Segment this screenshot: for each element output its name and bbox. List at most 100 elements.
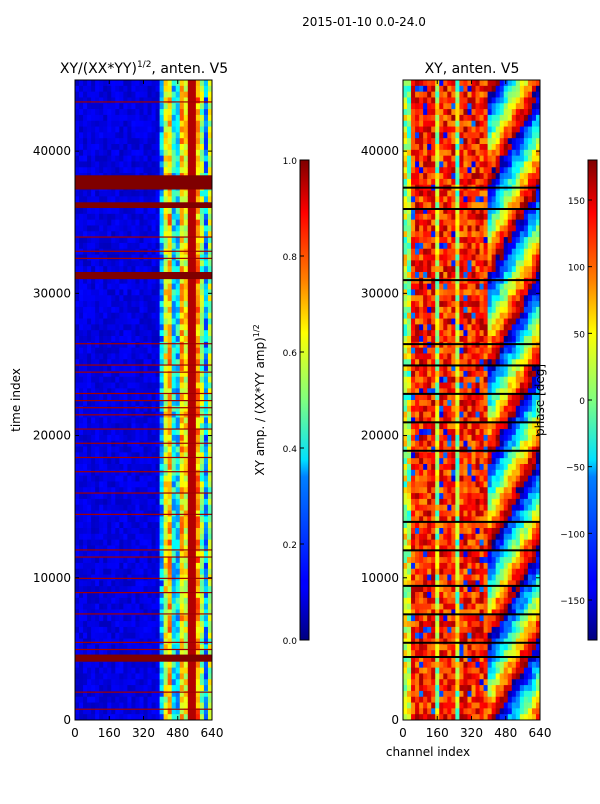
- amplitude-cell: [79, 365, 83, 371]
- phase-cell: [435, 499, 439, 505]
- amplitude-cell: [156, 458, 160, 464]
- amplitude-cell: [75, 191, 79, 197]
- amplitude-cell: [135, 80, 139, 86]
- amplitude-cell: [192, 307, 196, 313]
- amplitude-cell: [160, 499, 164, 505]
- amplitude-cell: [188, 260, 192, 266]
- phase-cell: [411, 452, 415, 458]
- amplitude-cell: [131, 673, 135, 679]
- phase-cell: [411, 435, 415, 441]
- amplitude-cell: [200, 121, 204, 127]
- amplitude-cell: [87, 615, 91, 621]
- amplitude-cell: [111, 464, 115, 470]
- amplitude-cell: [139, 220, 143, 226]
- amplitude-cell: [176, 144, 180, 150]
- phase-cell: [435, 225, 439, 231]
- phase-cell: [411, 353, 415, 359]
- amplitude-cell: [75, 703, 79, 709]
- phase-cell: [411, 511, 415, 517]
- phase-cell: [411, 534, 415, 540]
- amplitude-cell: [160, 319, 164, 325]
- amplitude-flagged-row: [75, 549, 212, 550]
- amplitude-cell: [160, 284, 164, 290]
- amplitude-cell: [111, 109, 115, 115]
- amplitude-cell: [139, 237, 143, 243]
- phase-cell: [419, 703, 423, 709]
- amplitude-cell: [188, 545, 192, 551]
- amplitude-cell: [79, 220, 83, 226]
- amplitude-cell: [192, 668, 196, 674]
- phase-cell: [407, 673, 411, 679]
- amplitude-cell: [107, 575, 111, 581]
- amplitude-cell: [152, 324, 156, 330]
- phase-cell: [411, 400, 415, 406]
- amplitude-cell: [123, 255, 127, 261]
- phase-cell: [407, 534, 411, 540]
- amplitude-cell: [168, 336, 172, 342]
- amplitude-cell: [119, 586, 123, 592]
- amplitude-cell: [160, 97, 164, 103]
- amplitude-cell: [91, 121, 95, 127]
- amplitude-cell: [115, 609, 119, 615]
- amplitude-cell: [139, 639, 143, 645]
- amplitude-cell: [139, 319, 143, 325]
- phase-cell: [427, 476, 431, 482]
- phase-cell: [443, 86, 447, 92]
- amplitude-cell: [176, 324, 180, 330]
- amplitude-cell: [172, 697, 176, 703]
- amplitude-cell: [127, 144, 131, 150]
- amplitude-cell: [156, 138, 160, 144]
- amplitude-cell: [115, 557, 119, 563]
- amplitude-cell: [95, 598, 99, 604]
- amplitude-cell: [83, 598, 87, 604]
- amplitude-cell: [148, 511, 152, 517]
- amplitude-cell: [139, 493, 143, 499]
- amplitude-cell: [79, 260, 83, 266]
- phase-cell: [427, 383, 431, 389]
- amplitude-cell: [95, 534, 99, 540]
- amplitude-cell: [188, 243, 192, 249]
- phase-cell: [419, 697, 423, 703]
- amplitude-cell: [188, 92, 192, 98]
- amplitude-cell: [204, 586, 208, 592]
- amplitude-cell: [184, 679, 188, 685]
- amplitude-cell: [160, 295, 164, 301]
- phase-cell: [435, 377, 439, 383]
- amplitude-cell: [164, 476, 168, 482]
- amplitude-cell: [123, 476, 127, 482]
- amplitude-cell: [164, 522, 168, 528]
- phase-cell: [403, 156, 407, 162]
- amplitude-cell: [148, 144, 152, 150]
- amplitude-cell: [196, 575, 200, 581]
- amplitude-cell: [200, 324, 204, 330]
- amplitude-cell: [99, 627, 103, 633]
- phase-cell: [423, 191, 427, 197]
- phase-cell: [403, 522, 407, 528]
- amplitude-cell: [139, 458, 143, 464]
- amplitude-cell: [123, 609, 127, 615]
- amplitude-cell: [107, 348, 111, 354]
- amplitude-cell: [176, 406, 180, 412]
- amplitude-cell: [87, 383, 91, 389]
- phase-cell: [439, 249, 443, 255]
- amplitude-cell: [192, 255, 196, 261]
- amplitude-cell: [91, 150, 95, 156]
- phase-cell: [439, 673, 443, 679]
- phase-cell: [415, 470, 419, 476]
- amplitude-cell: [79, 458, 83, 464]
- amplitude-cell: [184, 540, 188, 546]
- amplitude-cell: [184, 220, 188, 226]
- phase-cell: [403, 499, 407, 505]
- amplitude-cell: [91, 214, 95, 220]
- amplitude-cell: [111, 208, 115, 214]
- amplitude-cell: [152, 289, 156, 295]
- amplitude-cell: [192, 499, 196, 505]
- amplitude-cell: [111, 161, 115, 167]
- phase-cell: [415, 487, 419, 493]
- amplitude-cell: [103, 319, 107, 325]
- phase-cell: [423, 289, 427, 295]
- phase-cell: [443, 138, 447, 144]
- phase-cell: [407, 173, 411, 179]
- amplitude-cell: [188, 505, 192, 511]
- amplitude-cell: [156, 615, 160, 621]
